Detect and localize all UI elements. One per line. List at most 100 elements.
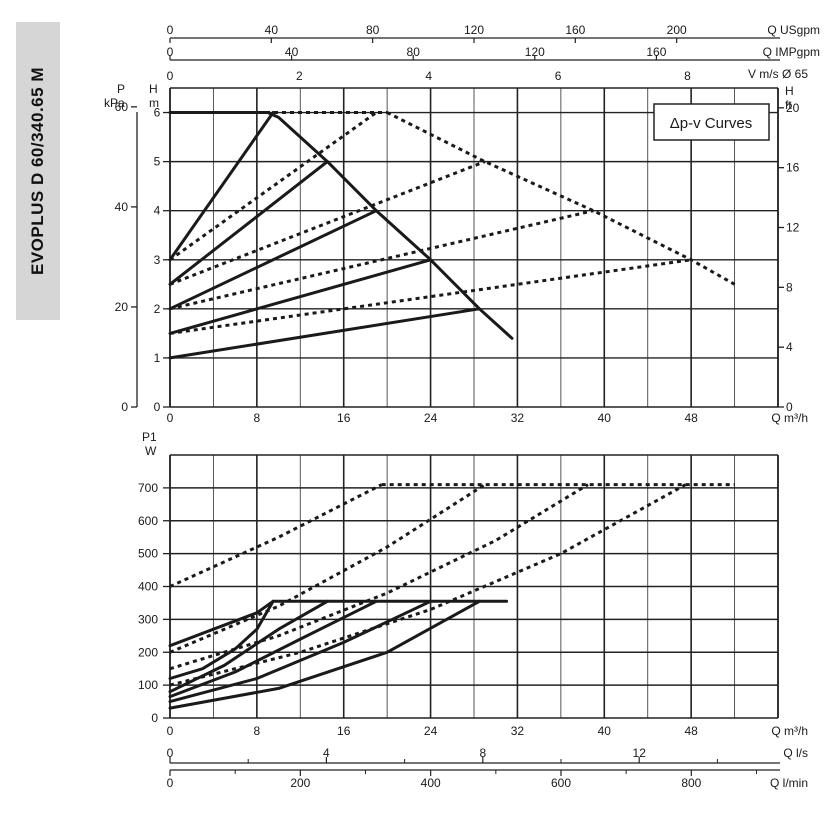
y-axis-power-tick-label: 700 bbox=[138, 481, 158, 495]
usgpm-axis-tick-label: 0 bbox=[167, 23, 174, 37]
curve-dotted bbox=[169, 160, 486, 286]
y-axis-power-tick-label: 300 bbox=[138, 612, 158, 626]
y-axis-p-label: P bbox=[117, 82, 125, 96]
curve-dotted bbox=[169, 483, 486, 654]
ls-axis-label: Q l/s bbox=[783, 746, 808, 760]
curve-solid bbox=[168, 209, 378, 311]
y-axis-ft-tick-label: 8 bbox=[786, 280, 793, 294]
y-axis-p-tick-label: 40 bbox=[115, 200, 129, 214]
y-axis-ft-tick-label: 16 bbox=[786, 161, 800, 175]
impgpm-axis-tick-label: 0 bbox=[167, 45, 174, 59]
impgpm-axis-tick-label: 120 bbox=[525, 45, 545, 59]
y-axis-h-tick-label: 2 bbox=[154, 302, 161, 316]
lmin-axis-tick-label: 200 bbox=[290, 776, 310, 790]
y-axis-h-label: H bbox=[149, 82, 158, 96]
x-axis-tick-label: 0 bbox=[167, 411, 174, 425]
impgpm-axis-label: Q IMPgpm bbox=[763, 45, 820, 59]
x-axis-label: Q m³/h bbox=[771, 724, 808, 738]
curve-solid bbox=[168, 111, 514, 340]
y-axis-ft-tick-label: 0 bbox=[786, 400, 793, 414]
x-axis-tick-label: 32 bbox=[511, 411, 525, 425]
velocity-axis-tick-label: 6 bbox=[555, 69, 562, 83]
x-axis-tick-label: 24 bbox=[424, 724, 438, 738]
y-axis-ft-tick-label: 4 bbox=[786, 340, 793, 354]
usgpm-axis-tick-label: 120 bbox=[464, 23, 484, 37]
y-axis-ft-tick-label: 20 bbox=[786, 101, 800, 115]
y-axis-h-tick-label: 1 bbox=[154, 351, 161, 365]
curve-solid bbox=[168, 599, 275, 680]
curve-dotted bbox=[169, 111, 378, 262]
y-axis-power-tick-label: 600 bbox=[138, 514, 158, 528]
x-axis-tick-label: 8 bbox=[254, 724, 261, 738]
y-axis-p-tick-label: 60 bbox=[115, 100, 129, 114]
lmin-axis-tick-label: 0 bbox=[167, 776, 174, 790]
usgpm-axis-tick-label: 80 bbox=[366, 23, 380, 37]
ls-axis-tick-label: 4 bbox=[323, 746, 330, 760]
x-axis-tick-label: 16 bbox=[337, 724, 351, 738]
impgpm-axis-tick-label: 40 bbox=[285, 45, 299, 59]
y-axis-p-unit: kPa bbox=[104, 96, 125, 110]
y-axis-p-tick-label: 20 bbox=[115, 300, 129, 314]
ls-axis-tick-label: 0 bbox=[167, 746, 174, 760]
y-axis-ft-label: H bbox=[785, 84, 794, 98]
impgpm-axis-tick-label: 80 bbox=[407, 45, 421, 59]
curve-solid bbox=[168, 599, 378, 699]
y-axis-p-tick-label: 0 bbox=[121, 400, 128, 414]
curve-solid bbox=[168, 599, 275, 648]
x-axis-tick-label: 40 bbox=[598, 411, 612, 425]
x-axis-tick-label: 48 bbox=[684, 724, 698, 738]
velocity-axis-tick-label: 2 bbox=[296, 69, 303, 83]
curve-solid bbox=[168, 258, 433, 335]
velocity-axis-tick-label: 4 bbox=[425, 69, 432, 83]
y-axis-h-tick-label: 4 bbox=[154, 204, 161, 218]
curve-solid bbox=[168, 160, 329, 286]
x-axis-tick-label: 8 bbox=[254, 411, 261, 425]
curve-solid bbox=[168, 307, 481, 360]
y-axis-power-label: P1 bbox=[142, 430, 157, 444]
x-axis-tick-label: 0 bbox=[167, 724, 174, 738]
y-axis-h-tick-label: 0 bbox=[154, 400, 161, 414]
x-axis-tick-label: 32 bbox=[511, 724, 525, 738]
lmin-axis-tick-label: 800 bbox=[681, 776, 701, 790]
legend-box-label: Δp-v Curves bbox=[670, 115, 753, 132]
legend-box bbox=[653, 103, 770, 141]
y-axis-ft-tick-label: 12 bbox=[786, 220, 800, 234]
curve-dotted bbox=[169, 209, 594, 311]
side-title-tab bbox=[16, 22, 60, 320]
x-axis-tick-label: 16 bbox=[337, 411, 351, 425]
y-axis-power-tick-label: 400 bbox=[138, 580, 158, 594]
x-axis-tick-label: 48 bbox=[684, 411, 698, 425]
y-axis-power-tick-label: 500 bbox=[138, 547, 158, 561]
curve-dotted bbox=[386, 111, 736, 286]
lmin-axis-label: Q l/min bbox=[770, 776, 808, 790]
lmin-axis-tick-label: 600 bbox=[551, 776, 571, 790]
x-axis-tick-label: 40 bbox=[598, 724, 612, 738]
curve-solid bbox=[168, 599, 481, 710]
curve-solid bbox=[168, 599, 433, 704]
curve-dotted bbox=[169, 483, 383, 588]
lmin-axis-tick-label: 400 bbox=[421, 776, 441, 790]
y-axis-power-tick-label: 100 bbox=[138, 678, 158, 692]
velocity-axis-tick-label: 8 bbox=[684, 69, 691, 83]
y-axis-h-tick-label: 5 bbox=[154, 155, 161, 169]
y-axis-h-tick-label: 6 bbox=[154, 106, 161, 120]
x-axis-tick-label: 24 bbox=[424, 411, 438, 425]
y-axis-ft-unit: ft bbox=[785, 98, 792, 112]
impgpm-axis-tick-label: 160 bbox=[646, 45, 666, 59]
usgpm-axis-tick-label: 40 bbox=[265, 23, 279, 37]
curve-dotted bbox=[169, 483, 687, 687]
y-axis-h-unit: m bbox=[149, 96, 159, 110]
y-axis-power-tick-label: 200 bbox=[138, 645, 158, 659]
y-axis-power-unit: W bbox=[145, 444, 157, 458]
ls-axis-tick-label: 12 bbox=[633, 746, 647, 760]
curve-solid bbox=[168, 111, 275, 262]
y-axis-power-tick-label: 0 bbox=[151, 711, 158, 725]
velocity-axis-label: V m/s Ø 65 bbox=[748, 67, 808, 81]
velocity-axis-tick-label: 0 bbox=[167, 69, 174, 83]
usgpm-axis-label: Q USgpm bbox=[767, 23, 820, 37]
x-axis-label: Q m³/h bbox=[771, 411, 808, 425]
y-axis-h-tick-label: 3 bbox=[154, 253, 161, 267]
